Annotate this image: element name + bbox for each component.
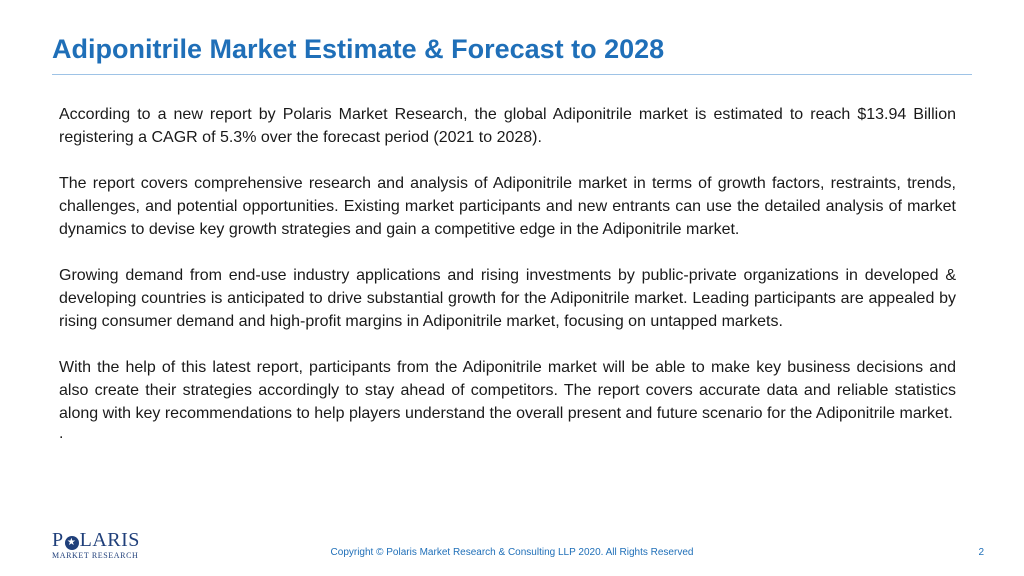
paragraph-growth-drivers: Growing demand from end-use industry app…	[59, 267, 956, 330]
polaris-logo: P ★ LARIS MARKET RESEARCH	[52, 530, 139, 562]
paragraph-report-benefits: With the help of this latest report, par…	[59, 359, 956, 422]
title-divider	[52, 74, 972, 75]
logo-subtitle: MARKET RESEARCH	[52, 551, 139, 560]
slide-body: According to a new report by Polaris Mar…	[59, 103, 956, 443]
paragraph-report-coverage: The report covers comprehensive research…	[59, 175, 956, 238]
logo-letters-laris: LARIS	[79, 529, 140, 551]
page-number: 2	[978, 547, 984, 558]
star-in-circle-icon: ★	[64, 536, 79, 550]
slide-title: Adiponitrile Market Estimate & Forecast …	[52, 34, 665, 64]
logo-letter-p: P	[52, 529, 64, 551]
trailing-mark: .	[59, 425, 64, 442]
logo-wordmark: P ★ LARIS	[52, 530, 140, 550]
footer-copyright: Copyright © Polaris Market Research & Co…	[330, 547, 694, 558]
paragraph-market-estimate: According to a new report by Polaris Mar…	[59, 106, 956, 146]
